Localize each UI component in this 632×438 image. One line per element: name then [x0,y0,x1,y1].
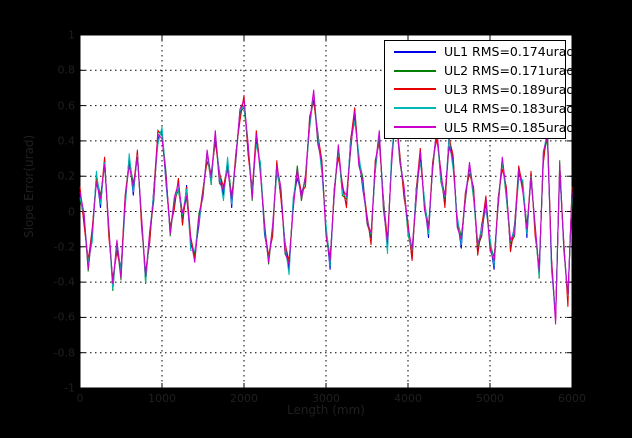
legend-line-sample [394,88,436,91]
x-tick-label: 5000 [476,392,504,405]
y-tick-label: 0.6 [57,99,76,113]
legend-label: UL3 RMS=0.189urad [444,81,575,97]
x-tick-label: 4000 [394,392,422,405]
y-tick-label: 0.8 [57,63,76,77]
legend-item: UL4 RMS=0.183urad [385,99,574,117]
y-tick-label: 0 [68,205,75,218]
y-tick-label: -0.2 [53,240,75,254]
y-tick-label: 1 [68,28,75,42]
series-line-5 [79,89,573,325]
legend-item: UL3 RMS=0.189urad [385,80,574,98]
legend-line-sample [394,126,436,129]
y-axis-label: Slope Error(urad) [22,134,36,238]
legend-label: UL1 RMS=0.174urad [444,44,575,60]
legend-line-sample [394,69,436,72]
y-tick-label: -1 [64,381,75,395]
legend-item: UL2 RMS=0.171urad [385,62,574,80]
x-tick-label: 2000 [230,392,258,405]
series-line-4 [79,91,573,313]
y-tick-label: 0.4 [57,134,76,148]
y-tick-label: -0.6 [53,310,75,324]
y-tick-label: -0.4 [53,275,75,289]
x-tick-label: 3000 [312,392,340,405]
x-tick-label: 0 [76,392,84,405]
legend-label: UL4 RMS=0.183urad [444,100,575,116]
x-tick-label: 1000 [148,392,176,405]
legend-label: UL2 RMS=0.171urad [444,63,575,79]
legend-item: UL5 RMS=0.185urad [385,118,574,136]
legend-line-sample [394,50,436,53]
legend-line-sample [394,107,436,110]
y-tick-label: -0.8 [53,346,75,360]
y-tick-label: 0.2 [57,169,76,183]
x-tick-label: 6000 [558,392,586,405]
x-axis-label: Length (mm) [287,403,365,417]
legend-label: UL5 RMS=0.185urad [444,119,575,135]
legend-box: UL1 RMS=0.174urad UL2 RMS=0.171urad UL3 RM… [384,40,574,139]
legend-item: UL1 RMS=0.174urad [385,43,574,61]
